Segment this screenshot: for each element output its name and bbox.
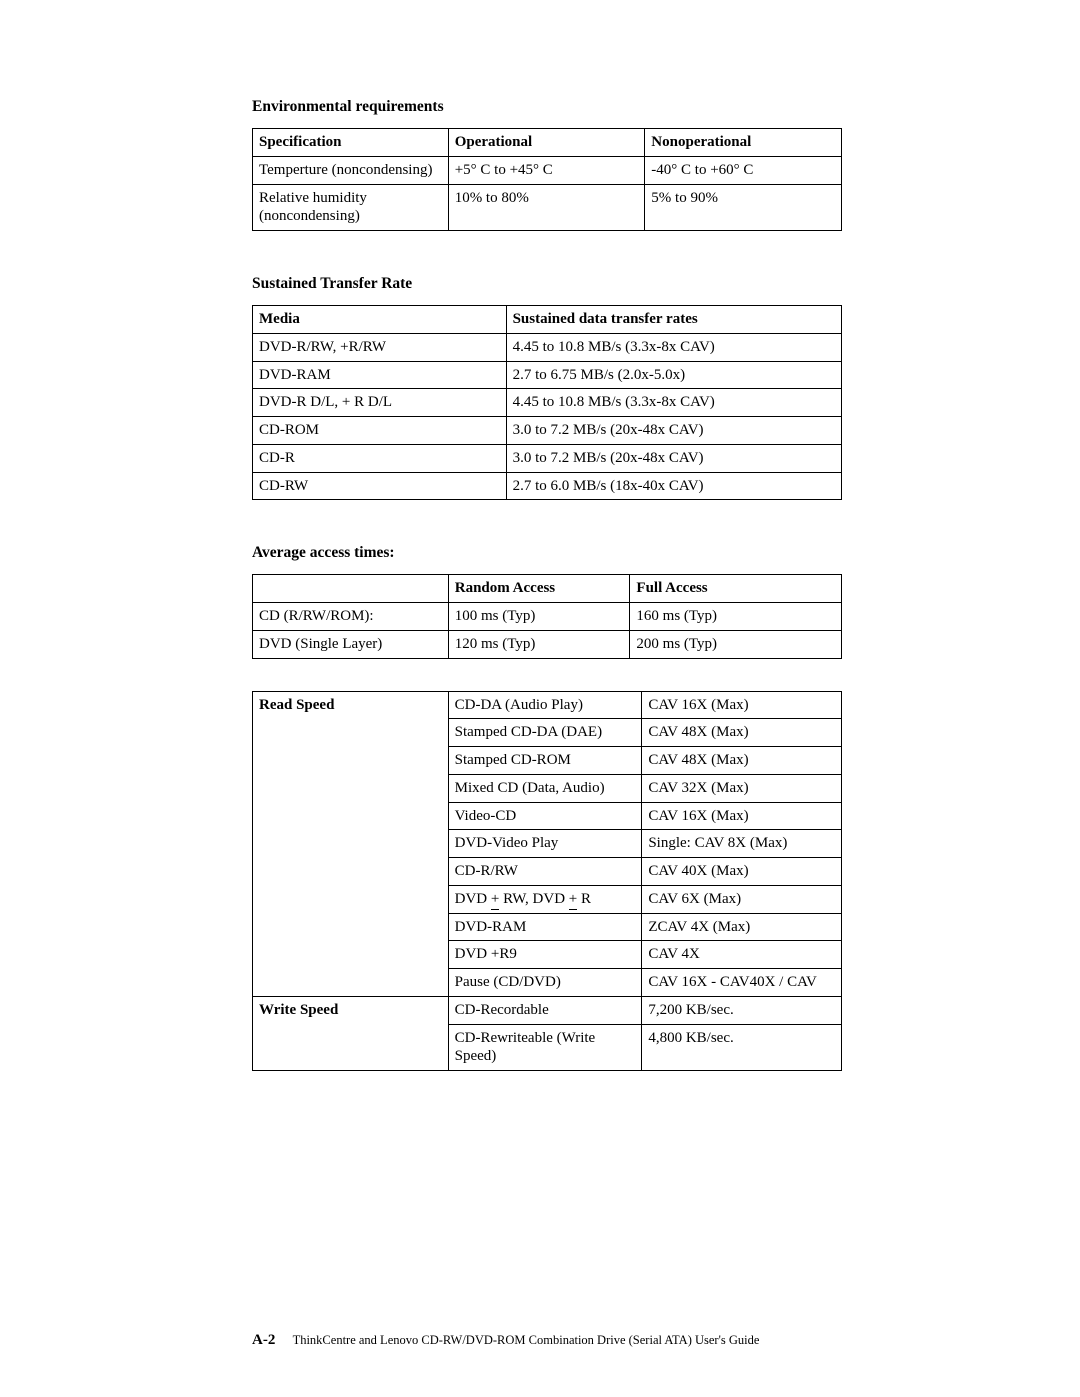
cell: 4.45 to 10.8 MB/s (3.3x-8x CAV) [506, 333, 841, 361]
cell: 2.7 to 6.75 MB/s (2.0x-5.0x) [506, 361, 841, 389]
spacer [252, 659, 842, 691]
cell: +5° C to +45° C [448, 156, 645, 184]
cell: 4,800 KB/sec. [642, 1024, 842, 1071]
table-row: DVD-RAM2.7 to 6.75 MB/s (2.0x-5.0x) [253, 361, 842, 389]
cell: DVD-RAM [253, 361, 507, 389]
page-number: A-2 [252, 1332, 275, 1348]
col-header: Sustained data transfer rates [506, 306, 841, 334]
cell: DVD-Video Play [448, 830, 642, 858]
col-header: Operational [448, 129, 645, 157]
cell: DVD (Single Layer) [253, 630, 449, 658]
col-header: Specification [253, 129, 449, 157]
cell: CAV 32X (Max) [642, 774, 842, 802]
cell: CD-RW [253, 472, 507, 500]
cell: DVD +R9 [448, 941, 642, 969]
col-header: Nonoperational [645, 129, 842, 157]
table-row: CD-RW2.7 to 6.0 MB/s (18x-40x CAV) [253, 472, 842, 500]
cell: DVD-RAM [448, 913, 642, 941]
cell: Video-CD [448, 802, 642, 830]
heading-transfer: Sustained Transfer Rate [252, 275, 842, 293]
page-content: Environmental requirements Specification… [252, 98, 842, 1071]
table-header-row: Random Access Full Access [253, 575, 842, 603]
table-row: Temperture (noncondensing) +5° C to +45°… [253, 156, 842, 184]
table-access: Random Access Full Access CD (R/RW/ROM):… [252, 574, 842, 658]
cell: 100 ms (Typ) [448, 603, 630, 631]
cell: ZCAV 4X (Max) [642, 913, 842, 941]
row-group-label: Write Speed [253, 996, 449, 1070]
table-row: DVD (Single Layer) 120 ms (Typ) 200 ms (… [253, 630, 842, 658]
col-header [253, 575, 449, 603]
table-transfer: Media Sustained data transfer rates DVD-… [252, 305, 842, 500]
heading-access: Average access times: [252, 544, 842, 562]
cell: DVD + RW, DVD + R [448, 885, 642, 913]
page-footer: A-2 ThinkCentre and Lenovo CD-RW/DVD-ROM… [252, 1332, 952, 1349]
table-row: Relative humidity (noncondensing) 10% to… [253, 184, 842, 231]
cell: CD-R [253, 444, 507, 472]
col-header: Full Access [630, 575, 842, 603]
col-header: Random Access [448, 575, 630, 603]
col-header: Media [253, 306, 507, 334]
cell: Relative humidity (noncondensing) [253, 184, 449, 231]
table-row: Read Speed CD-DA (Audio Play) CAV 16X (M… [253, 691, 842, 719]
cell: Single: CAV 8X (Max) [642, 830, 842, 858]
cell: -40° C to +60° C [645, 156, 842, 184]
cell: CAV 16X - CAV40X / CAV [642, 969, 842, 997]
table-row: Write Speed CD-Recordable 7,200 KB/sec. [253, 996, 842, 1024]
table-header-row: Specification Operational Nonoperational [253, 129, 842, 157]
cell: CAV 48X (Max) [642, 747, 842, 775]
cell: Temperture (noncondensing) [253, 156, 449, 184]
cell: Stamped CD-ROM [448, 747, 642, 775]
cell: CD-R/RW [448, 858, 642, 886]
heading-environmental: Environmental requirements [252, 98, 842, 116]
cell: DVD-R D/L, + R D/L [253, 389, 507, 417]
cell: 10% to 80% [448, 184, 645, 231]
cell: CAV 16X (Max) [642, 691, 842, 719]
cell: 4.45 to 10.8 MB/s (3.3x-8x CAV) [506, 389, 841, 417]
table-row: CD-ROM3.0 to 7.2 MB/s (20x-48x CAV) [253, 417, 842, 445]
cell: CD-Recordable [448, 996, 642, 1024]
cell: 3.0 to 7.2 MB/s (20x-48x CAV) [506, 417, 841, 445]
cell: Stamped CD-DA (DAE) [448, 719, 642, 747]
cell: CAV 6X (Max) [642, 885, 842, 913]
table-row: CD (R/RW/ROM): 100 ms (Typ) 160 ms (Typ) [253, 603, 842, 631]
cell: 7,200 KB/sec. [642, 996, 842, 1024]
cell: 5% to 90% [645, 184, 842, 231]
cell: CAV 48X (Max) [642, 719, 842, 747]
cell: CD-Rewriteable (Write Speed) [448, 1024, 642, 1071]
cell: CAV 40X (Max) [642, 858, 842, 886]
cell: 2.7 to 6.0 MB/s (18x-40x CAV) [506, 472, 841, 500]
cell: CD-ROM [253, 417, 507, 445]
cell: 160 ms (Typ) [630, 603, 842, 631]
footer-text: ThinkCentre and Lenovo CD-RW/DVD-ROM Com… [293, 1333, 760, 1347]
table-environmental: Specification Operational Nonoperational… [252, 128, 842, 231]
cell: Pause (CD/DVD) [448, 969, 642, 997]
table-row: DVD-R D/L, + R D/L4.45 to 10.8 MB/s (3.3… [253, 389, 842, 417]
cell: 200 ms (Typ) [630, 630, 842, 658]
cell: CD (R/RW/ROM): [253, 603, 449, 631]
row-group-label: Read Speed [253, 691, 449, 996]
cell: DVD-R/RW, +R/RW [253, 333, 507, 361]
cell: CD-DA (Audio Play) [448, 691, 642, 719]
cell: 3.0 to 7.2 MB/s (20x-48x CAV) [506, 444, 841, 472]
table-row: CD-R3.0 to 7.2 MB/s (20x-48x CAV) [253, 444, 842, 472]
cell: CAV 4X [642, 941, 842, 969]
cell: 120 ms (Typ) [448, 630, 630, 658]
table-header-row: Media Sustained data transfer rates [253, 306, 842, 334]
table-read-write-speed: Read Speed CD-DA (Audio Play) CAV 16X (M… [252, 691, 842, 1072]
cell: Mixed CD (Data, Audio) [448, 774, 642, 802]
table-row: DVD-R/RW, +R/RW4.45 to 10.8 MB/s (3.3x-8… [253, 333, 842, 361]
cell: CAV 16X (Max) [642, 802, 842, 830]
